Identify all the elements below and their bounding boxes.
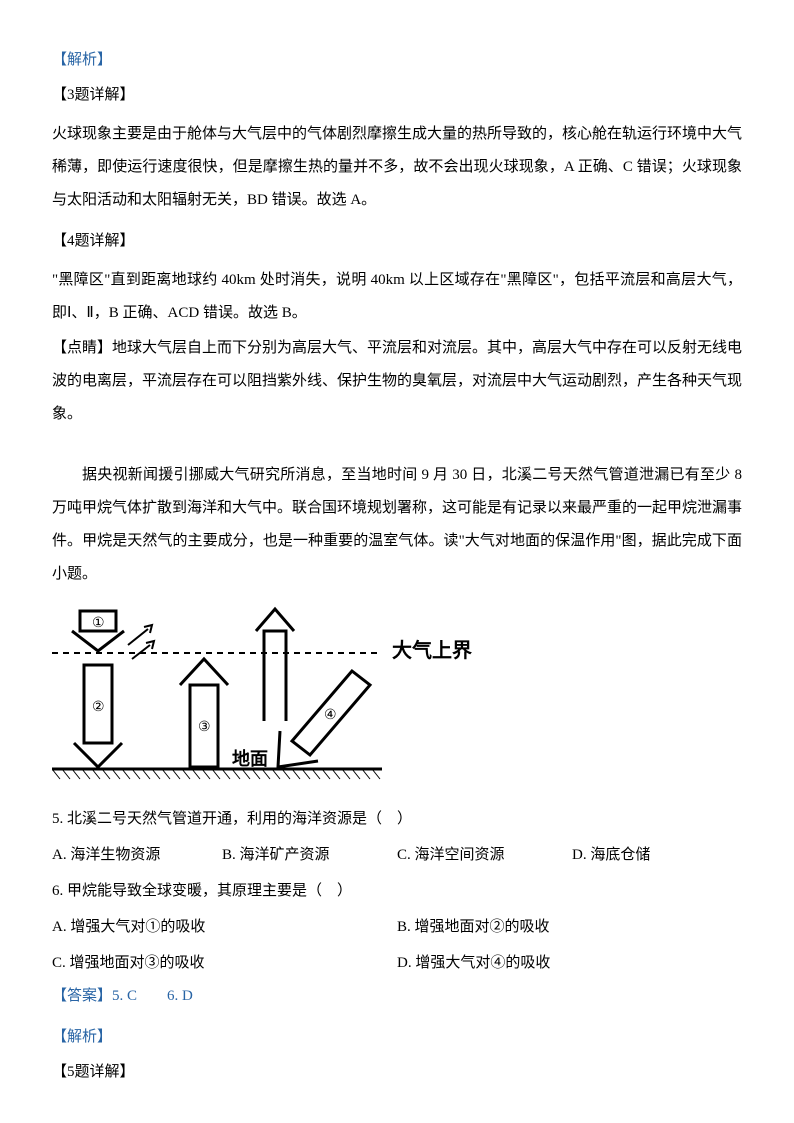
- analysis-header: 【解析】: [52, 48, 742, 69]
- q4-body2: 【点睛】地球大气层自上而下分别为高层大气、平流层和对流层。其中，高层大气中存在可…: [52, 332, 742, 431]
- q6-opt-d: D. 增强大气对④的吸收: [397, 948, 550, 978]
- q5-options: A. 海洋生物资源 B. 海洋矿产资源 C. 海洋空间资源 D. 海底仓储: [52, 840, 742, 870]
- arrow-3: ③: [180, 659, 228, 767]
- q5-stem: 5. 北溪二号天然气管道开通，利用的海洋资源是（ ）: [52, 804, 742, 834]
- q5-explain-title: 【5题详解】: [52, 1060, 742, 1081]
- arrow-1: ①: [72, 611, 124, 651]
- arrow-4: ④: [278, 671, 370, 767]
- q5-opt-c: C. 海洋空间资源: [397, 840, 572, 870]
- q6-opt-c: C. 增强地面对③的吸收: [52, 948, 397, 978]
- answer-line: 【答案】5. C 6. D: [52, 984, 742, 1005]
- label-4: ④: [324, 708, 337, 723]
- q5-opt-a: A. 海洋生物资源: [52, 840, 222, 870]
- q5-opt-d: D. 海底仓储: [572, 840, 732, 870]
- label-2: ②: [92, 700, 105, 715]
- q5-opt-b: B. 海洋矿产资源: [222, 840, 397, 870]
- q6-options-row1: A. 增强大气对①的吸收 B. 增强地面对②的吸收: [52, 912, 742, 942]
- context-paragraph: 据央视新闻援引挪威大气研究所消息，至当地时间 9 月 30 日，北溪二号天然气管…: [52, 459, 742, 591]
- q6-options-row2: C. 增强地面对③的吸收 D. 增强大气对④的吸收: [52, 948, 742, 978]
- q3-body: 火球现象主要是由于舱体与大气层中的气体剧烈摩擦生成大量的热所导致的，核心舱在轨运…: [52, 118, 742, 217]
- label-1: ①: [92, 616, 105, 631]
- greenhouse-diagram: ① ② ③ ④ 大: [52, 601, 742, 786]
- q6-stem: 6. 甲烷能导致全球变暖，其原理主要是（ ）: [52, 876, 742, 906]
- q6-opt-a: A. 增强大气对①的吸收: [52, 912, 397, 942]
- atmosphere-top-label: 大气上界: [392, 638, 472, 662]
- arrow-2: ②: [74, 665, 122, 767]
- label-3: ③: [198, 720, 211, 735]
- ground-label: 地面: [232, 748, 268, 769]
- q4-body1: "黑障区"直到距离地球约 40km 处时消失，说明 40km 以上区域存在"黑障…: [52, 264, 742, 330]
- arrow-escape: [256, 609, 294, 721]
- q3-title: 【3题详解】: [52, 83, 742, 104]
- q4-title: 【4题详解】: [52, 229, 742, 250]
- q6-opt-b: B. 增强地面对②的吸收: [397, 912, 550, 942]
- analysis-header-2: 【解析】: [52, 1025, 742, 1046]
